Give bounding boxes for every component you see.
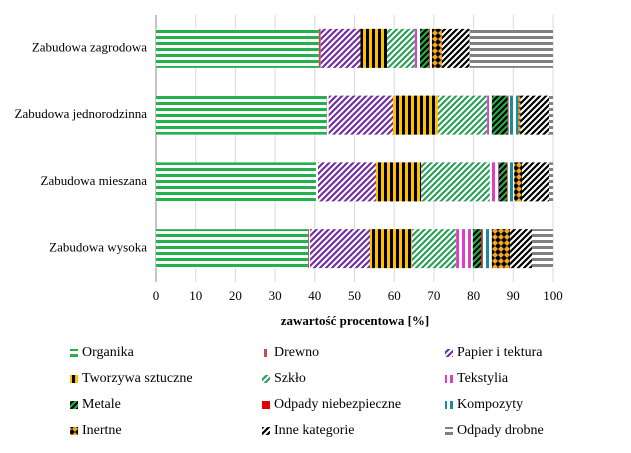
legend-swatch [70, 349, 78, 357]
bar-segment [510, 229, 532, 269]
bar-segment [508, 95, 519, 135]
bar-segment [156, 162, 316, 202]
legend-label: Papier i tektura [457, 345, 543, 360]
legend-label: Odpady drobne [457, 423, 544, 438]
legend-swatch [70, 401, 78, 409]
legend-label: Tworzywa sztuczne [82, 371, 193, 386]
bar-segment [482, 229, 492, 269]
bar-segment [469, 28, 553, 68]
legend-label: Odpady niebezpieczne [274, 397, 401, 412]
x-tick-label: 30 [269, 288, 282, 303]
x-tick-label: 50 [348, 288, 361, 303]
x-tick-label: 40 [308, 288, 321, 303]
bar-segment [487, 95, 492, 135]
bar-segment [549, 95, 553, 135]
bar-segment [369, 229, 413, 269]
bar-segment [518, 95, 521, 135]
legend-label: Kompozyty [457, 397, 523, 412]
legend-swatch [445, 427, 453, 435]
x-tick-label: 60 [388, 288, 401, 303]
bar-segment [431, 28, 442, 68]
bar-segment [326, 95, 329, 135]
bar-segment [481, 229, 483, 269]
x-tick-label: 100 [543, 288, 563, 303]
x-axis-label: zawartość procentowa [%] [281, 313, 430, 328]
y-tick-label: Zabudowa mieszana [41, 173, 148, 188]
bar-segment [310, 229, 370, 269]
bar-segment [156, 28, 319, 68]
legend-swatch [262, 375, 270, 383]
y-tick-label: Zabudowa jednorodzinna [15, 106, 148, 121]
bar-segment [456, 229, 473, 269]
x-tick-label: 20 [229, 288, 242, 303]
bar-segment [308, 229, 311, 269]
bar-segment [499, 162, 507, 202]
bar-segment [514, 162, 523, 202]
x-tick-label: 0 [153, 288, 160, 303]
bar-segment [156, 95, 327, 135]
bar-segment [549, 162, 553, 202]
legend-label: Organika [82, 345, 135, 360]
bar-segment [472, 229, 482, 269]
bar-segment [522, 162, 550, 202]
bar-segment [393, 95, 438, 135]
bar-segment [156, 229, 309, 269]
legend-swatch [262, 349, 270, 357]
y-tick-label: Zabudowa wysoka [49, 240, 147, 255]
legend-swatch [445, 401, 453, 409]
bar-segment [387, 28, 415, 68]
legend-label: Tekstylia [457, 371, 509, 386]
bar-segment [489, 162, 500, 202]
bar-segment [441, 28, 470, 68]
x-tick-label: 10 [189, 288, 202, 303]
bar-segment [360, 28, 388, 68]
bar-segment [506, 162, 508, 202]
bar-segment [507, 95, 509, 135]
bar-segment [420, 28, 430, 68]
bar-segment [328, 95, 394, 135]
bar-segment [437, 95, 488, 135]
legend-label: Szkło [274, 371, 306, 386]
legend-label: Metale [82, 397, 121, 412]
bar-segment [491, 229, 511, 269]
bar-segment [318, 28, 321, 68]
legend-label: Inertne [82, 423, 122, 438]
x-tick-label: 70 [427, 288, 440, 303]
legend-swatch [70, 375, 78, 383]
bar-segment [491, 95, 508, 135]
bar-segment [429, 28, 430, 68]
legend-swatch [70, 427, 78, 435]
legend-swatch [262, 401, 270, 409]
legend-swatch [445, 375, 453, 383]
bar-segment [412, 229, 457, 269]
bar-segment [320, 28, 361, 68]
bar-segment [317, 162, 376, 202]
x-tick-label: 80 [467, 288, 480, 303]
bar-segment [414, 28, 421, 68]
bar-segment [315, 162, 318, 202]
bar-segment [507, 162, 515, 202]
legend-swatch [262, 427, 270, 435]
legend-label: Inne kategorie [274, 423, 354, 438]
legend-swatch [445, 349, 453, 357]
bar-segment [531, 229, 553, 269]
x-tick-label: 90 [507, 288, 520, 303]
bar-segment [429, 28, 432, 68]
bar-segment [421, 162, 490, 202]
y-tick-label: Zabudowa zagrodowa [32, 39, 147, 54]
bar-segment [375, 162, 422, 202]
bar-segment [520, 95, 550, 135]
legend-label: Drewno [274, 345, 319, 360]
